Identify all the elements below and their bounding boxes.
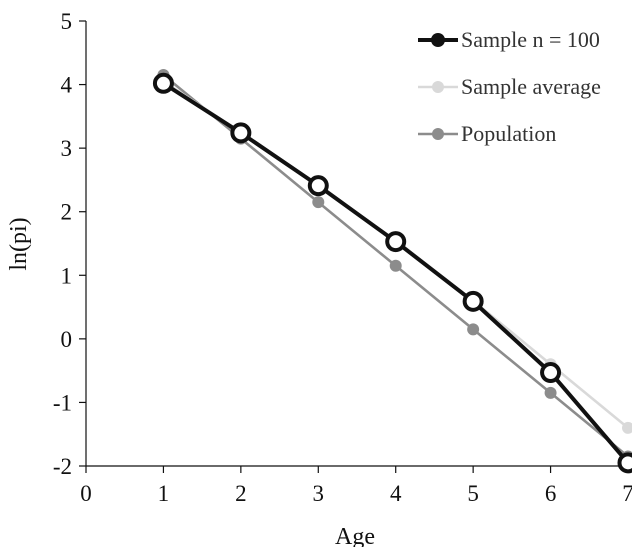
y-tick-label: 3 bbox=[61, 136, 73, 161]
data-point-sample-n-100 bbox=[617, 452, 632, 474]
series-layer bbox=[152, 69, 632, 474]
y-axis-title: ln(pi) bbox=[6, 217, 32, 270]
data-point-sample-n-100 bbox=[540, 362, 562, 384]
x-tick-label: 7 bbox=[622, 481, 632, 506]
data-point-sample-n-100 bbox=[152, 72, 174, 94]
legend-label-sample-average: Sample average bbox=[461, 74, 601, 99]
x-tick-label: 6 bbox=[545, 481, 557, 506]
data-point-population bbox=[389, 259, 402, 272]
legend-item-sample-average: Sample average bbox=[418, 74, 601, 99]
legend-marker-sample-average bbox=[432, 81, 444, 93]
x-axis-title: Age bbox=[335, 524, 375, 547]
data-point-sample-n-100 bbox=[385, 231, 407, 253]
x-tick-label: 5 bbox=[467, 481, 479, 506]
y-tick-label: 0 bbox=[61, 327, 73, 352]
x-tick-label: 0 bbox=[80, 481, 92, 506]
chart-axes bbox=[79, 20, 629, 473]
series-population bbox=[157, 69, 632, 463]
series-sample-n-100 bbox=[152, 72, 632, 474]
y-tick-label: 5 bbox=[61, 9, 73, 34]
y-tick-labels: -2 -1 0 1 2 3 4 5 bbox=[53, 9, 73, 479]
y-tick-label: -2 bbox=[53, 454, 72, 479]
y-tick-label: -1 bbox=[53, 390, 72, 415]
x-tick-labels: 0 1 2 3 4 5 6 7 bbox=[80, 481, 632, 506]
data-point-sample-n-100 bbox=[230, 122, 252, 144]
legend-item-sample-n-100: Sample n = 100 bbox=[418, 27, 600, 52]
legend-marker-population bbox=[432, 128, 444, 140]
data-point-population bbox=[312, 196, 325, 209]
x-tick-label: 2 bbox=[235, 481, 247, 506]
data-point-population bbox=[544, 386, 557, 399]
data-point-population bbox=[467, 323, 480, 336]
legend-label-sample-n-100: Sample n = 100 bbox=[461, 27, 600, 52]
x-tick-label: 1 bbox=[158, 481, 170, 506]
data-point-sample-n-100 bbox=[462, 290, 484, 312]
x-tick-label: 4 bbox=[390, 481, 402, 506]
x-tick-label: 3 bbox=[313, 481, 325, 506]
data-point-sample-n-100 bbox=[307, 175, 329, 197]
y-tick-label: 4 bbox=[61, 73, 73, 98]
legend-label-population: Population bbox=[461, 121, 556, 146]
legend-item-population: Population bbox=[418, 121, 556, 146]
data-point-sample-average bbox=[622, 421, 632, 434]
legend-marker-sample-n-100 bbox=[431, 33, 445, 47]
y-tick-label: 2 bbox=[61, 200, 73, 225]
legend: Sample n = 100 Sample average Population bbox=[418, 27, 601, 146]
y-tick-label: 1 bbox=[61, 263, 73, 288]
series-line-sample-n-100 bbox=[162, 81, 630, 465]
